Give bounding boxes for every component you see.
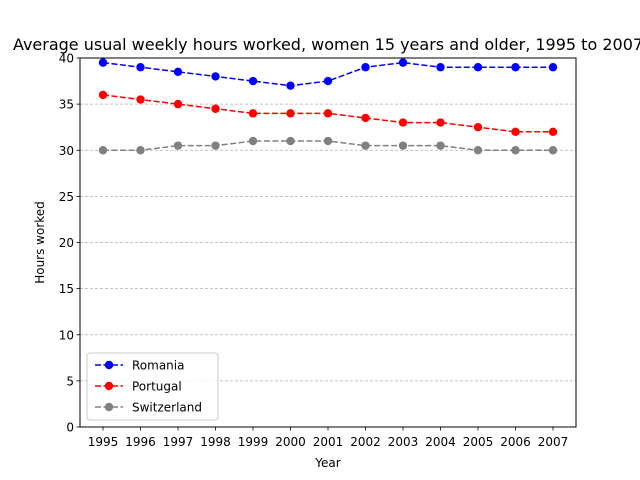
legend-item: Portugal <box>95 380 182 394</box>
data-point <box>398 141 408 150</box>
data-point <box>361 63 370 72</box>
data-point <box>173 67 183 77</box>
data-point <box>511 63 520 72</box>
data-point <box>248 136 258 146</box>
series-romania <box>98 58 558 90</box>
legend-label: Switzerland <box>132 401 202 415</box>
y-tick-label: 40 <box>59 52 74 66</box>
y-tick-label: 0 <box>66 421 74 435</box>
x-tick-label: 2007 <box>538 435 569 449</box>
data-point <box>511 127 520 136</box>
data-point <box>248 76 258 86</box>
data-point <box>286 109 295 118</box>
data-point <box>136 146 145 155</box>
data-point <box>398 118 408 127</box>
series-portugal <box>98 90 558 136</box>
y-axis: 0 5 10 15 20 25 30 35 40 <box>59 52 80 435</box>
y-tick-label: 5 <box>66 374 74 388</box>
y-tick-label: 30 <box>59 144 74 158</box>
data-point <box>548 127 558 136</box>
legend-item: Romania <box>95 359 184 373</box>
y-tick-label: 25 <box>59 190 74 204</box>
data-point <box>211 72 220 81</box>
data-point <box>98 146 108 155</box>
data-point <box>473 122 483 132</box>
data-point <box>98 90 108 100</box>
data-point <box>323 76 333 86</box>
x-tick-label: 2004 <box>425 435 456 449</box>
data-point <box>136 63 145 72</box>
x-tick-label: 1998 <box>200 435 231 449</box>
y-tick-label: 35 <box>59 98 74 112</box>
data-point <box>323 109 333 118</box>
data-point <box>211 104 220 113</box>
x-tick-label: 1996 <box>125 435 156 449</box>
legend-swatch-marker <box>104 360 114 370</box>
x-tick-label: 2000 <box>275 435 306 449</box>
series-switzerland <box>98 136 558 155</box>
data-point <box>173 99 183 109</box>
data-point <box>286 81 295 90</box>
data-point <box>361 113 370 123</box>
data-point <box>173 141 183 150</box>
legend-label: Portugal <box>132 380 182 394</box>
data-point <box>548 146 558 155</box>
legend-swatch-marker <box>104 402 114 412</box>
x-tick-label: 1997 <box>163 435 194 449</box>
data-point <box>323 136 333 146</box>
x-tick-label: 2003 <box>388 435 419 449</box>
data-point <box>361 141 370 150</box>
x-tick-label: 2005 <box>463 435 494 449</box>
x-axis-title: Year <box>314 456 340 470</box>
data-point <box>248 109 258 118</box>
data-point <box>436 118 445 127</box>
data-point <box>136 95 145 104</box>
chart-title: Average usual weekly hours worked, women… <box>13 35 640 54</box>
y-tick-label: 10 <box>59 328 74 342</box>
x-tick-label: 2006 <box>500 435 531 449</box>
series-layer <box>98 58 558 155</box>
data-point <box>398 58 408 67</box>
y-axis-title: Hours worked <box>33 201 47 284</box>
x-axis: 1995 1996 1997 1998 1999 2000 2001 2002 2003 2004… <box>88 427 569 449</box>
legend-label: Romania <box>132 359 184 373</box>
y-tick-label: 15 <box>59 282 74 296</box>
legend: Romania Portugal Switzerland <box>86 352 219 421</box>
x-tick-label: 1995 <box>88 435 119 449</box>
data-point <box>98 58 108 67</box>
data-point <box>286 136 295 146</box>
data-point <box>511 146 520 155</box>
y-tick-label: 20 <box>59 236 74 250</box>
legend-item: Switzerland <box>95 401 202 415</box>
data-point <box>436 141 445 150</box>
x-tick-label: 1999 <box>238 435 269 449</box>
data-point <box>473 63 483 72</box>
legend-swatch-marker <box>104 381 114 391</box>
data-point <box>211 141 220 150</box>
data-point <box>436 63 445 72</box>
data-point <box>548 63 558 72</box>
x-tick-label: 2001 <box>313 435 344 449</box>
x-tick-label: 2002 <box>350 435 381 449</box>
legend-box <box>86 352 219 421</box>
data-point <box>473 146 483 155</box>
